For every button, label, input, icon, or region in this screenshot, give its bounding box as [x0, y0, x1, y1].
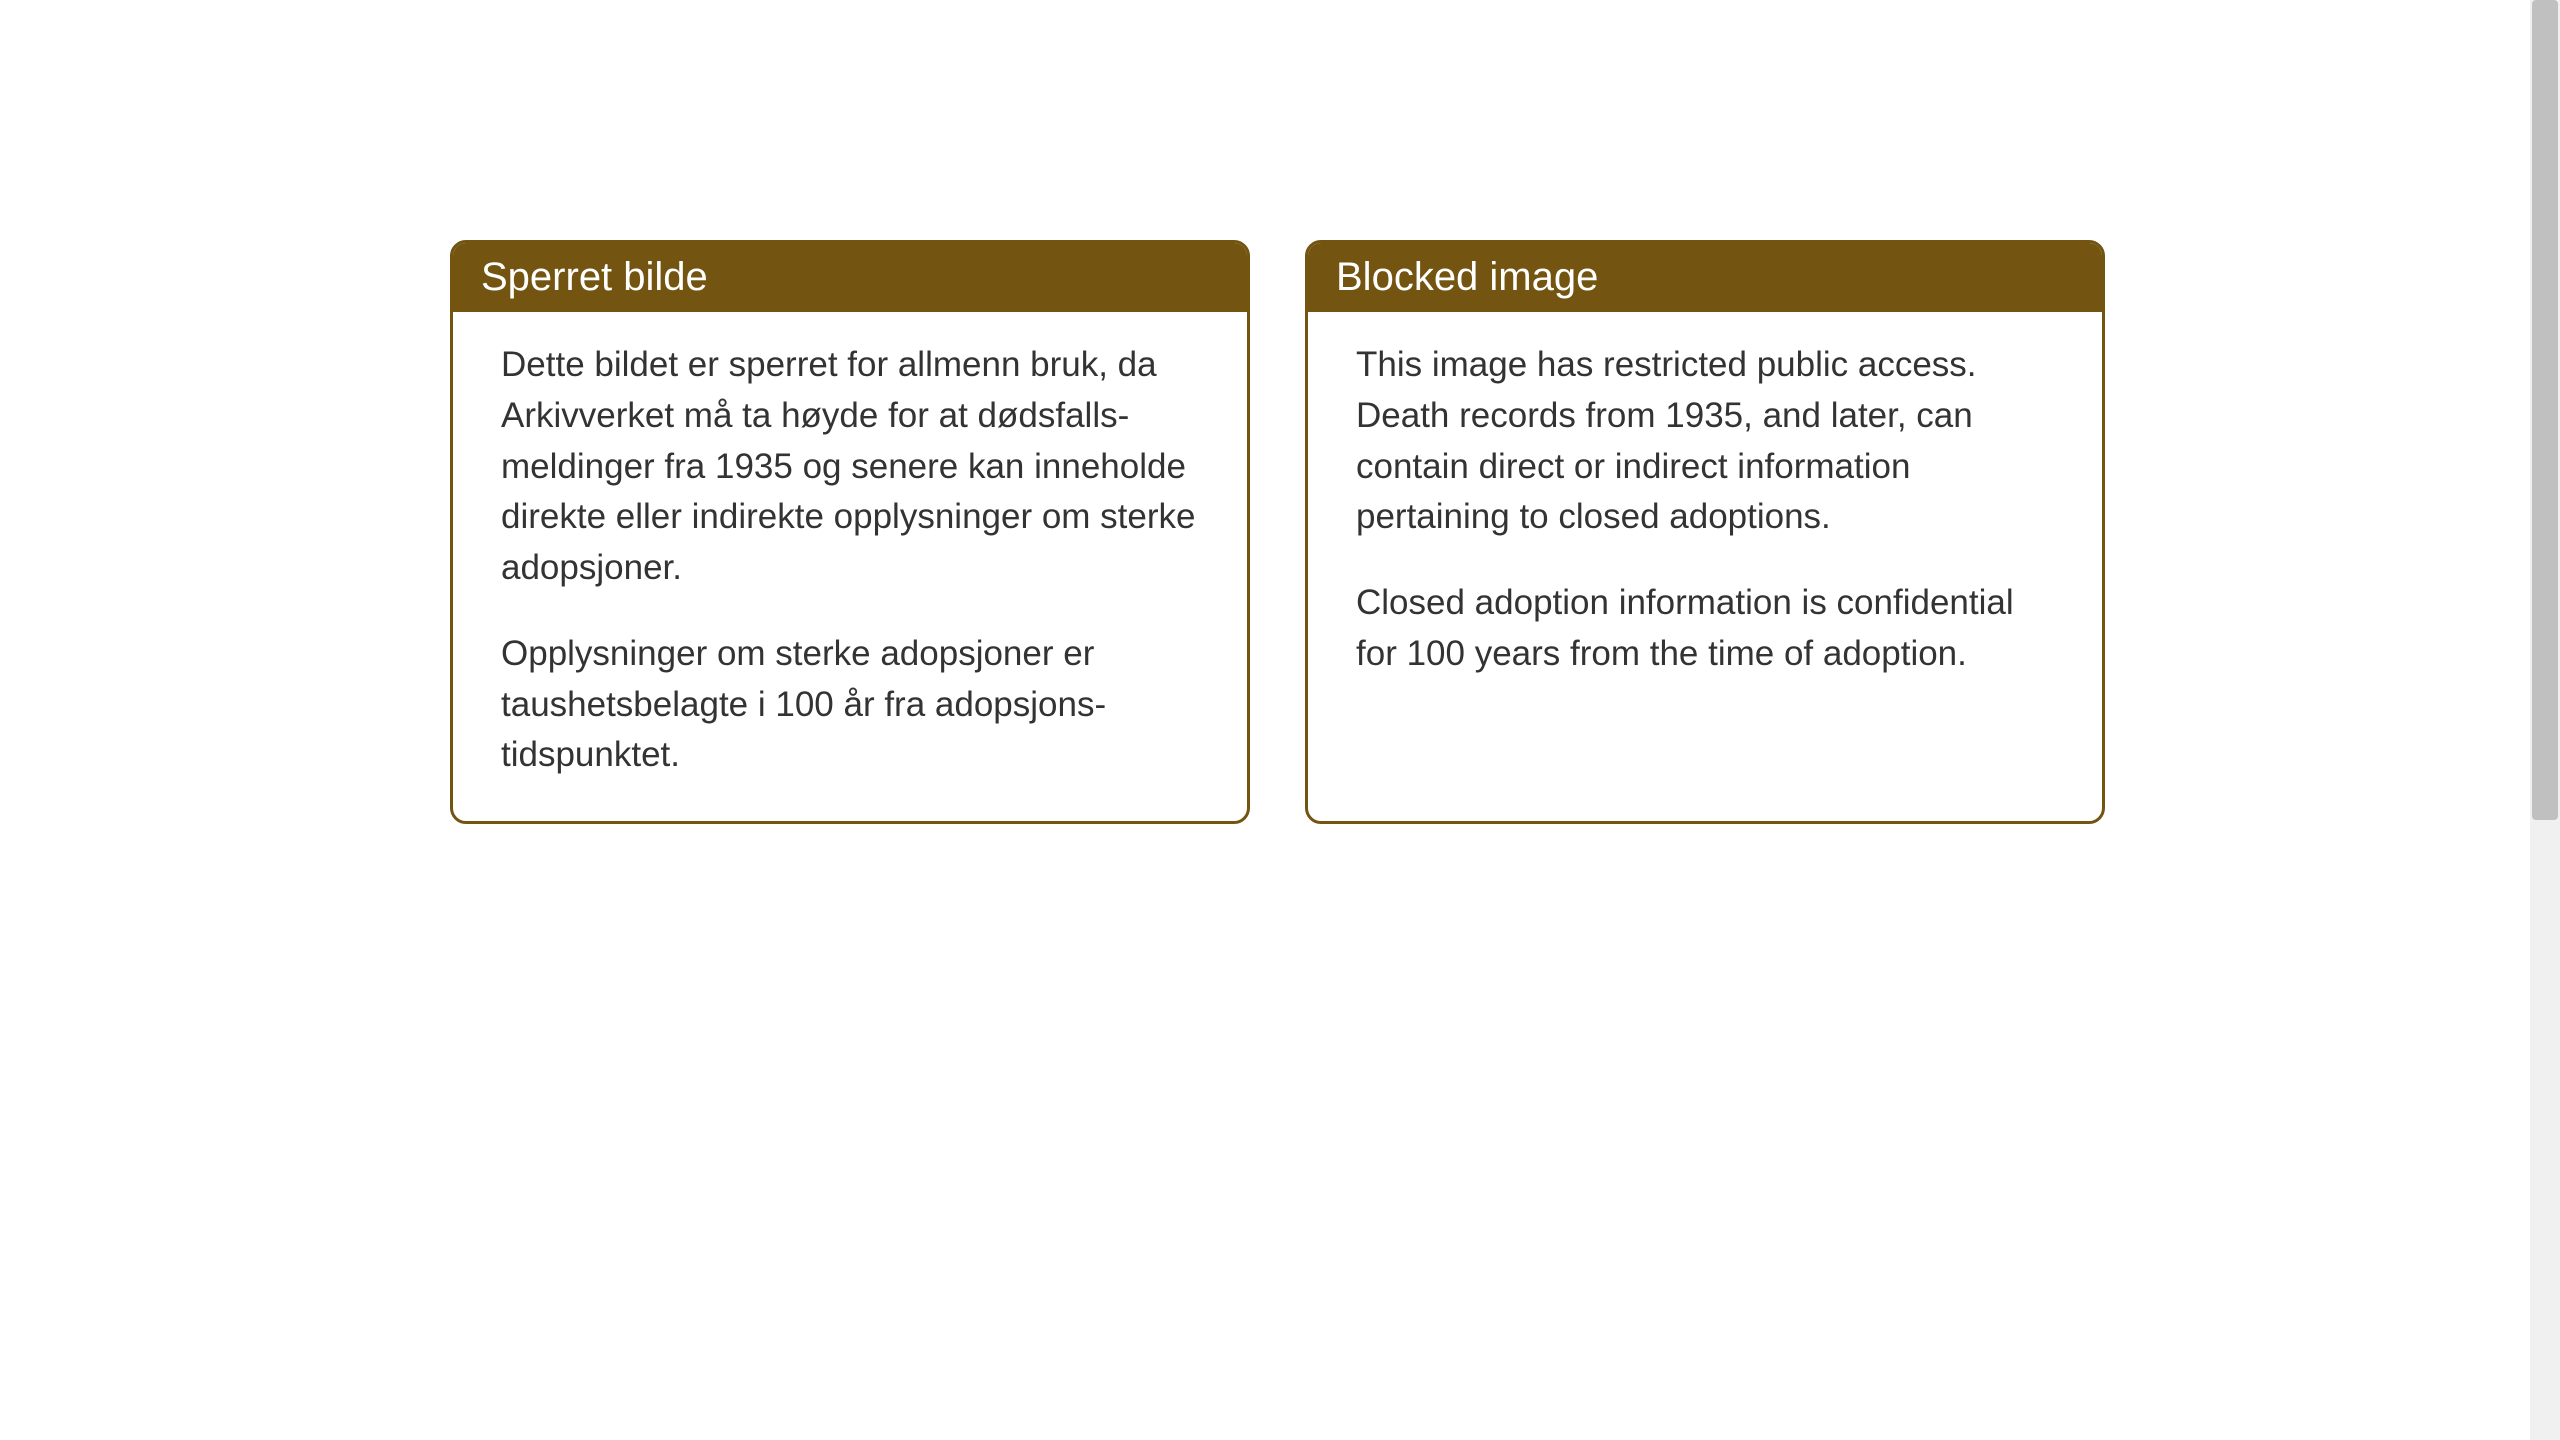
notice-body-norwegian: Dette bildet er sperret for allmenn bruk… — [453, 312, 1247, 821]
notice-title-norwegian: Sperret bilde — [481, 255, 708, 299]
notice-title-english: Blocked image — [1336, 255, 1598, 299]
notice-paragraph-1-english: This image has restricted public access.… — [1356, 340, 2054, 543]
notice-container: Sperret bilde Dette bildet er sperret fo… — [450, 240, 2105, 824]
notice-header-english: Blocked image — [1308, 243, 2102, 312]
scrollbar-thumb[interactable] — [2532, 0, 2558, 820]
notice-paragraph-1-norwegian: Dette bildet er sperret for allmenn bruk… — [501, 340, 1199, 594]
notice-paragraph-2-english: Closed adoption information is confident… — [1356, 578, 2054, 680]
notice-body-english: This image has restricted public access.… — [1308, 312, 2102, 720]
notice-paragraph-2-norwegian: Opplysninger om sterke adopsjoner er tau… — [501, 629, 1199, 781]
notice-header-norwegian: Sperret bilde — [453, 243, 1247, 312]
notice-box-english: Blocked image This image has restricted … — [1305, 240, 2105, 824]
scrollbar-track[interactable] — [2530, 0, 2560, 1440]
notice-box-norwegian: Sperret bilde Dette bildet er sperret fo… — [450, 240, 1250, 824]
